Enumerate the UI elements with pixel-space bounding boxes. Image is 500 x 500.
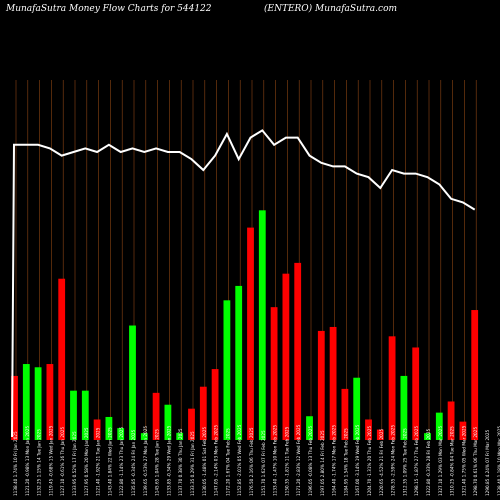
bar <box>353 377 361 440</box>
x-axis-labels: 1138.40 1.74% 10 Fri Jan 2025 1121.20 -0.… <box>13 424 500 496</box>
bar <box>105 416 113 440</box>
bar <box>176 432 184 440</box>
bar <box>152 392 160 440</box>
bar <box>365 419 372 440</box>
bar <box>270 307 278 440</box>
x-tick-label: 1172.20 1.67% 04 Tue Feb 2025 <box>225 428 230 496</box>
x-tick-label: 1220.65 -4.52% 21 Fri Feb 2025 <box>379 428 384 496</box>
x-tick-label: 1278.35 -2.59% 24 Mon Feb 2025 <box>391 425 396 496</box>
bar <box>235 285 243 440</box>
bar <box>317 330 325 440</box>
bar <box>140 433 148 440</box>
x-tick-label: 1164.40 -1.74% 17 Mon Feb 2025 <box>332 425 337 496</box>
bar <box>306 416 313 440</box>
x-tick-label: 1151.70 1.62% 07 Fri Feb 2025 <box>261 430 266 496</box>
x-tick-label: 1121.20 -0.98% 13 Mon Jan 2025 <box>25 426 30 496</box>
x-tick-label: 1290.85 4.24% 07 Fri Mar 2025 <box>485 430 490 496</box>
bar <box>459 421 467 440</box>
money-flow-line <box>11 129 476 438</box>
x-tick-label: 1137.70 0.38% 30 Thu Jan 2025 <box>178 428 183 496</box>
bar <box>93 419 101 440</box>
x-tick-label: 1133.95 0.52% 17 Fri Jan 2025 <box>72 431 77 496</box>
money-flow-line-path <box>11 129 476 438</box>
bar <box>164 404 172 440</box>
bar <box>199 386 207 440</box>
x-tick-label: 1204.70 -1.31% 20 Thu Feb 2025 <box>367 426 372 496</box>
bar <box>294 262 302 440</box>
x-tick-label: 1133.40 -1.47% 10 Mon Feb 2025 <box>273 425 278 496</box>
bar <box>117 428 125 440</box>
bar <box>22 364 30 440</box>
bar <box>247 227 254 440</box>
x-tick-label: 1138.40 1.74% 10 Fri Jan 2025 <box>13 431 18 496</box>
chart-subtitle: (ENTERO) MunafaSutra.com <box>264 4 398 14</box>
x-tick-label: 1310.25 -0.84% 04 Tue Mar 2025 <box>450 426 455 496</box>
bar <box>188 408 195 440</box>
x-tick-label: 1167.00 -3.14% 19 Wed Feb 2025 <box>355 424 360 496</box>
bar <box>388 336 396 440</box>
bar <box>435 412 443 440</box>
bar <box>211 369 219 440</box>
x-tick-label: 1176.50 2.16% 06 Thu Feb 2025 <box>249 427 254 496</box>
bar <box>223 300 231 440</box>
x-tick-label: 1127.10 -0.61% 16 Thu Jan 2025 <box>60 427 65 496</box>
bar <box>129 325 136 440</box>
x-tick-label: 1133.35 0.29% 31 Fri Jan 2025 <box>190 431 195 496</box>
bars <box>11 210 479 440</box>
bar <box>471 310 479 440</box>
x-tick-label: 1298.70 0.61% 06 Thu Mar 2025 <box>473 427 478 496</box>
bar <box>341 388 349 440</box>
x-tick-label: 1132.25 1.15% 14 Tue Jan 2025 <box>37 429 42 496</box>
x-tick-label: 1121.40 -1.92% 21 Tue Jan 2025 <box>96 427 101 496</box>
x-tick-label: 1321.40 1.75% 05 Wed Mar 2025 <box>461 425 466 496</box>
x-tick-label: 1197.05 2.80% 14 Fri Feb 2025 <box>320 430 325 496</box>
x-tick-label: 1327.10 1.29% 03 Mon Mar 2025 <box>438 426 443 496</box>
x-tick-label: 1184.95 1.54% 18 Tue Feb 2025 <box>343 428 348 496</box>
x-tick-label: 1133.85 -0.34% 29 Wed Jan 2025 <box>166 425 171 496</box>
x-tick-label: 1238.40 1.18% 10 Mon Mar 2025 <box>497 426 500 496</box>
bar <box>282 273 290 440</box>
x-tick-label: 1312.35 1.09% 25 Tue Feb 2025 <box>402 428 407 496</box>
bar <box>46 364 54 440</box>
bar <box>376 429 384 440</box>
bar <box>81 390 89 440</box>
x-tick-label: 1135.85 -0.34% 24 Fri Jan 2025 <box>131 429 136 496</box>
x-tick-label: 1127.95 0.58% 20 Mon Jan 2025 <box>84 427 89 496</box>
x-tick-label: 1322.80 -0.33% 28 Fri Feb 2025 <box>426 428 431 496</box>
x-tick-label: 1152.85 -2.01% 05 Wed Feb 2025 <box>237 424 242 496</box>
bar <box>58 278 66 440</box>
x-tick-label: 1122.80 -1.14% 23 Thu Jan 2025 <box>119 427 124 496</box>
chart-title: MunafaSutra Money Flow Charts for 544122 <box>6 4 212 14</box>
bar <box>412 347 420 440</box>
x-tick-label: 1150.35 -1.81% 11 Tue Feb 2025 <box>284 426 289 496</box>
bar <box>447 401 455 440</box>
x-tick-label: 1147.05 -2.14% 03 Mon Feb 2025 <box>214 425 219 496</box>
x-tick-label: 1196.05 -0.08% 13 Thu Feb 2025 <box>308 426 313 496</box>
x-tick-label: 1119.45 -0.68% 15 Wed Jan 2025 <box>48 425 53 496</box>
bar <box>258 210 266 440</box>
x-tick-label: 1139.65 -0.53% 27 Mon Jan 2025 <box>143 426 148 496</box>
bar <box>34 367 42 440</box>
x-tick-label: 1145.65 1.04% 28 Tue Jan 2025 <box>155 429 160 496</box>
x-tick-label: 1130.05 -1.48% 01 Sat Feb 2025 <box>202 427 207 496</box>
x-tick-label: 1171.20 -2.83% 12 Wed Feb 2025 <box>296 424 301 496</box>
bar <box>424 433 431 440</box>
bar <box>329 326 337 440</box>
bar <box>11 375 18 440</box>
bar <box>400 375 408 440</box>
bar <box>70 390 77 440</box>
x-tick-label: 1143.40 1.84% 22 Wed Jan 2025 <box>107 427 112 496</box>
x-tick-label: 1298.15 -1.87% 27 Thu Feb 2025 <box>414 426 419 496</box>
